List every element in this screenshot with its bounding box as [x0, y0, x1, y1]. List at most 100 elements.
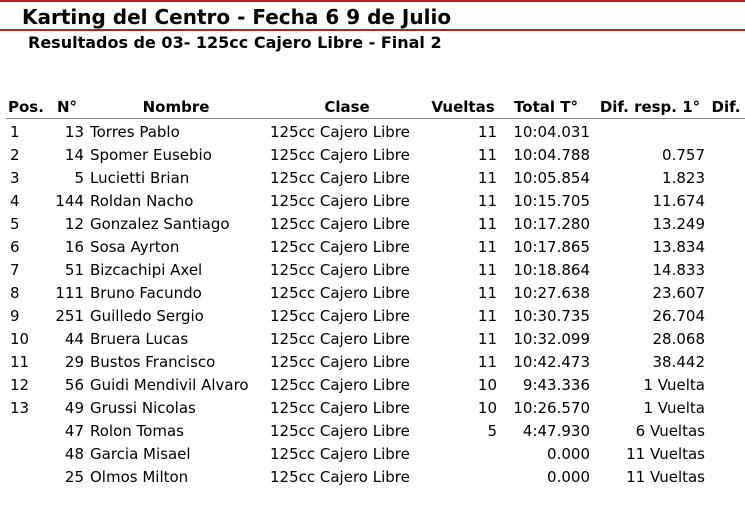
table-cell: 125cc Cajero Libre [270, 146, 410, 164]
table-cell: 0.000 [547, 468, 590, 486]
table-cell: 10:18.864 [513, 261, 590, 279]
table-cell: Bruera Lucas [90, 330, 189, 348]
table-cell: 8 [10, 284, 20, 302]
table-cell: 125cc Cajero Libre [270, 422, 410, 440]
table-cell: 6 Vueltas [635, 422, 705, 440]
table-cell: 125cc Cajero Libre [270, 399, 410, 417]
table-cell: 251 [55, 307, 84, 325]
table-cell: 5 [487, 422, 497, 440]
table-cell: 12 [10, 376, 30, 394]
table-cell: 125cc Cajero Libre [270, 307, 410, 325]
table-cell: 10 [477, 376, 497, 394]
page-subtitle: Resultados de 03- 125cc Cajero Libre - F… [28, 33, 442, 52]
table-cell: Guilledo Sergio [90, 307, 204, 325]
table-cell: 4 [10, 192, 20, 210]
table-cell: 5 [10, 215, 20, 233]
table-cell: 13.249 [652, 215, 706, 233]
page-title: Karting del Centro - Fecha 6 9 de Julio [22, 5, 452, 29]
table-cell: 3 [10, 169, 20, 187]
table-cell: 2 [10, 146, 20, 164]
column-header: Nombre [142, 98, 210, 116]
table-cell: 10:17.865 [513, 238, 590, 256]
table-cell: 14 [64, 146, 84, 164]
table-cell: 5 [74, 169, 84, 187]
table-cell: 23.607 [652, 284, 706, 302]
table-cell: 11 Vueltas [626, 468, 705, 486]
table-cell: Sosa Ayrton [90, 238, 180, 256]
table-cell: 6 [10, 238, 20, 256]
column-header: Total T° [514, 98, 578, 116]
table-cell: 49 [64, 399, 84, 417]
table-cell: 144 [55, 192, 84, 210]
table-cell: 11 [10, 353, 30, 371]
table-cell: 4:47.930 [522, 422, 590, 440]
table-cell: 11 [477, 261, 497, 279]
column-header: N° [56, 98, 78, 116]
table-cell: Grussi Nicolas [90, 399, 196, 417]
table-cell: Rolon Tomas [90, 422, 184, 440]
table-cell: 111 [55, 284, 84, 302]
table-cell: 125cc Cajero Libre [270, 261, 410, 279]
table-cell: Torres Pablo [90, 123, 180, 141]
table-cell: 10:30.735 [513, 307, 590, 325]
table-cell: Garcia Misael [90, 445, 191, 463]
table-cell: 10:05.854 [513, 169, 590, 187]
table-cell: 1.823 [662, 169, 705, 187]
table-cell: 10:26.570 [513, 399, 590, 417]
table-cell: Bustos Francisco [90, 353, 216, 371]
table-cell: 10:27.638 [513, 284, 590, 302]
table-cell: 9:43.336 [522, 376, 590, 394]
table-cell: 11 Vueltas [626, 445, 705, 463]
table-cell: 28.068 [652, 330, 706, 348]
table-cell: 125cc Cajero Libre [270, 284, 410, 302]
table-cell: 13.834 [652, 238, 706, 256]
table-cell: 10:42.473 [513, 353, 590, 371]
header-rule [6, 118, 745, 119]
column-header: Pos. [8, 98, 44, 116]
table-cell: 25 [64, 468, 84, 486]
table-cell: Bizcachipi Axel [90, 261, 203, 279]
column-header: Dif. [711, 98, 741, 116]
table-cell: 10:15.705 [513, 192, 590, 210]
table-cell: 11 [477, 123, 497, 141]
table-cell: 48 [64, 445, 84, 463]
title-rule [0, 29, 745, 31]
table-cell: 10:04.788 [513, 146, 590, 164]
table-cell: 10:32.099 [513, 330, 590, 348]
table-cell: 11 [477, 307, 497, 325]
table-cell: 10:17.280 [513, 215, 590, 233]
table-cell: 13 [10, 399, 30, 417]
table-cell: 125cc Cajero Libre [270, 123, 410, 141]
table-cell: 56 [64, 376, 84, 394]
table-cell: 11 [477, 330, 497, 348]
table-cell: 125cc Cajero Libre [270, 445, 410, 463]
table-cell: 1 Vuelta [643, 376, 705, 394]
table-cell: 13 [64, 123, 84, 141]
table-cell: 10 [477, 399, 497, 417]
table-cell: 26.704 [652, 307, 706, 325]
table-cell: 125cc Cajero Libre [270, 169, 410, 187]
table-cell: 1 [10, 123, 20, 141]
table-cell: 125cc Cajero Libre [270, 376, 410, 394]
table-cell: 10:04.031 [513, 123, 590, 141]
table-cell: 14.833 [652, 261, 706, 279]
table-cell: Gonzalez Santiago [90, 215, 230, 233]
table-cell: 9 [10, 307, 20, 325]
table-cell: 125cc Cajero Libre [270, 215, 410, 233]
table-cell: 0.757 [662, 146, 705, 164]
table-cell: 11 [477, 192, 497, 210]
table-cell: 11 [477, 353, 497, 371]
table-cell: 44 [64, 330, 84, 348]
table-cell: Lucietti Brian [90, 169, 190, 187]
top-rule [0, 0, 745, 2]
table-cell: 1 Vuelta [643, 399, 705, 417]
table-cell: 125cc Cajero Libre [270, 468, 410, 486]
table-cell: 11 [477, 169, 497, 187]
table-cell: 125cc Cajero Libre [270, 192, 410, 210]
table-cell: 0.000 [547, 445, 590, 463]
table-cell: 12 [64, 215, 84, 233]
table-cell: 125cc Cajero Libre [270, 330, 410, 348]
column-header: Dif. resp. 1° [599, 98, 701, 116]
column-header: Vueltas [431, 98, 495, 116]
table-cell: 125cc Cajero Libre [270, 238, 410, 256]
